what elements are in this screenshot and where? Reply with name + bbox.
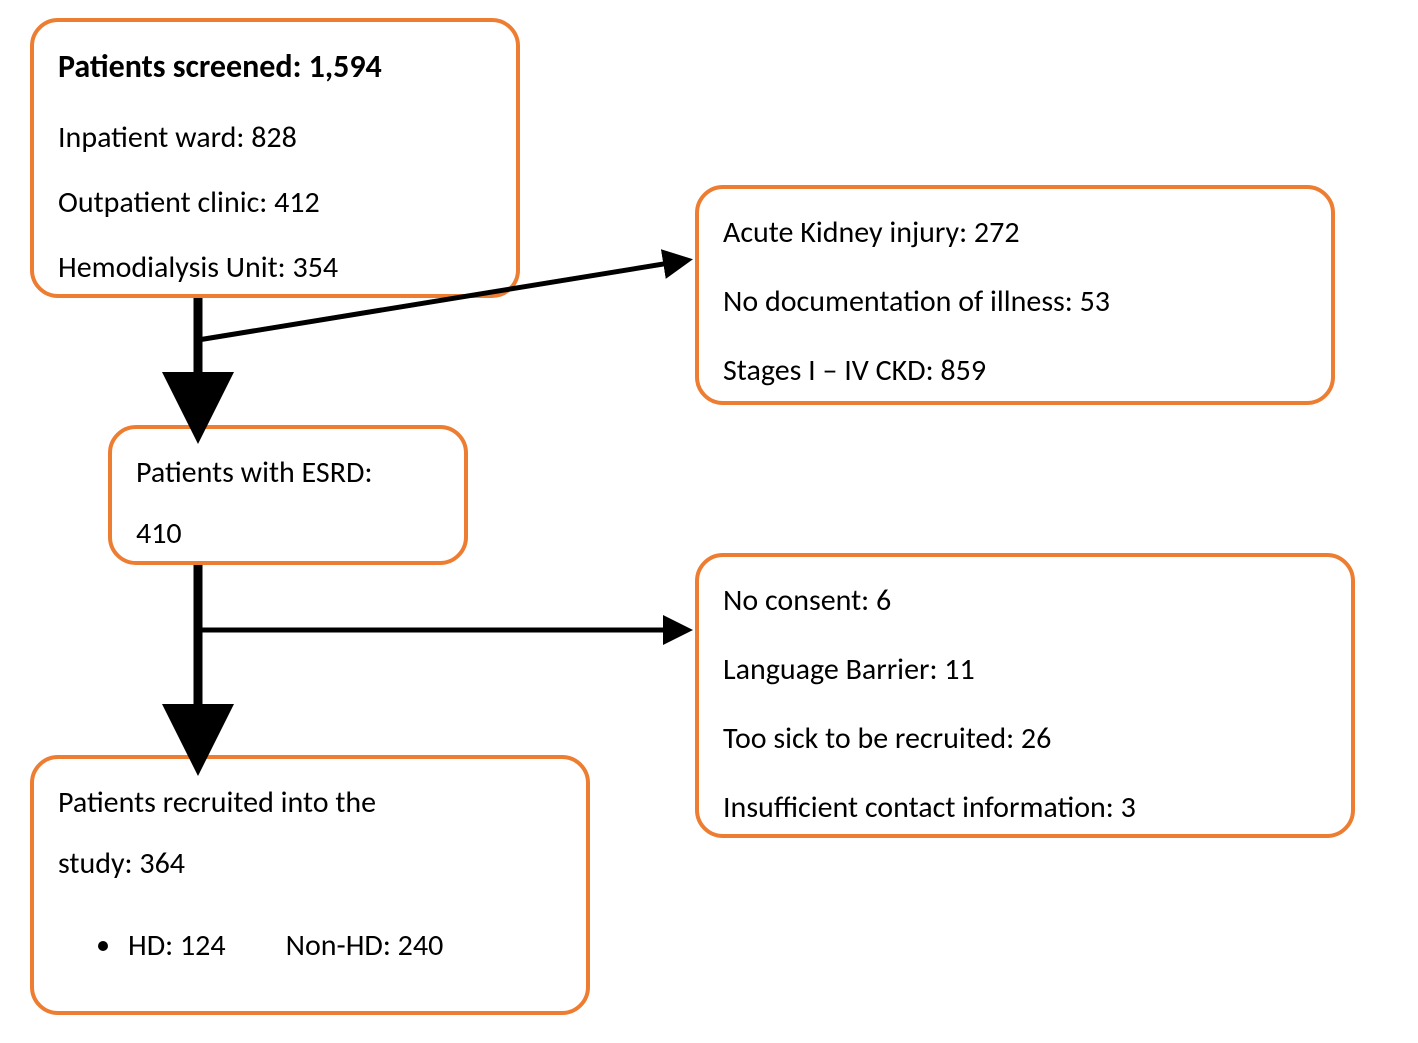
- flow-arrows: [0, 0, 1418, 1043]
- arrow-right-1: [198, 260, 688, 340]
